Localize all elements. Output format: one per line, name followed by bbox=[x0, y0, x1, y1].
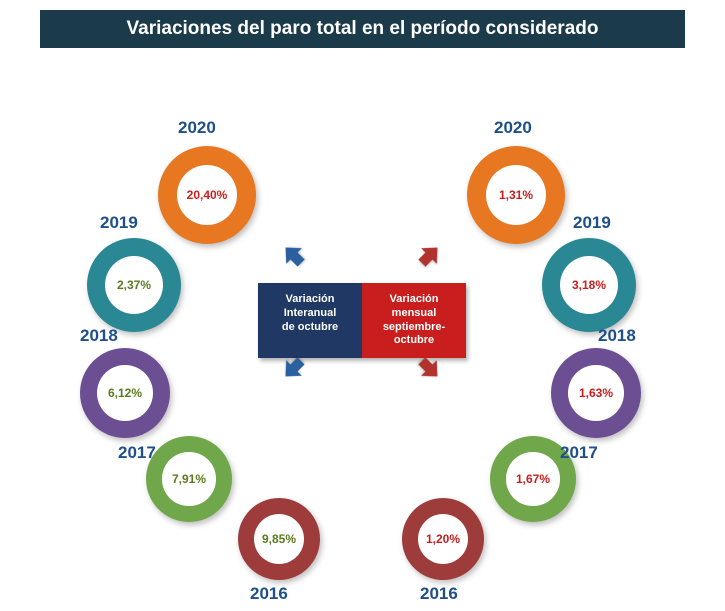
center-left: VariaciónInteranualde octubre bbox=[258, 283, 362, 358]
donut-r-2020: 1,31% bbox=[467, 146, 565, 244]
year-label-l-2020: 2020 bbox=[178, 118, 216, 138]
arrow-left-0 bbox=[278, 240, 311, 273]
donut-l-2018: 6,12% bbox=[80, 348, 170, 438]
year-label-l-2018: 2018 bbox=[80, 326, 118, 346]
donut-l-2017: 7,91% bbox=[146, 436, 232, 522]
donut-value-r-2016: 1,20% bbox=[418, 514, 469, 565]
year-label-r-2018: 2018 bbox=[598, 326, 636, 346]
year-label-l-2017: 2017 bbox=[118, 443, 156, 463]
title-text: Variaciones del paro total en el período… bbox=[127, 18, 599, 39]
donut-value-r-2018: 1,63% bbox=[568, 365, 624, 421]
center-box: VariaciónInteranualde octubreVariaciónme… bbox=[258, 283, 466, 358]
year-label-l-2016: 2016 bbox=[250, 584, 288, 604]
year-label-r-2020: 2020 bbox=[494, 118, 532, 138]
title-bar: Variaciones del paro total en el período… bbox=[40, 10, 685, 48]
year-label-r-2017: 2017 bbox=[560, 443, 598, 463]
donut-l-2016: 9,85% bbox=[238, 498, 320, 580]
donut-value-r-2017: 1,67% bbox=[506, 452, 559, 505]
year-label-l-2019: 2019 bbox=[100, 213, 138, 233]
donut-l-2019: 2,37% bbox=[87, 238, 181, 332]
chart-stage: 20,40% 2020 2,37% 2019 6,12% 2018 7,91% 2017 9,8… bbox=[0, 48, 725, 588]
donut-r-2016: 1,20% bbox=[402, 498, 484, 580]
donut-value-l-2017: 7,91% bbox=[162, 452, 215, 505]
donut-r-2018: 1,63% bbox=[551, 348, 641, 438]
donut-value-l-2020: 20,40% bbox=[177, 165, 238, 226]
donut-value-l-2016: 9,85% bbox=[254, 514, 305, 565]
donut-r-2019: 3,18% bbox=[542, 238, 636, 332]
center-right: Variaciónmensualseptiembre-octubre bbox=[362, 283, 466, 358]
arrow-right-2 bbox=[413, 240, 446, 273]
donut-value-l-2018: 6,12% bbox=[97, 365, 153, 421]
year-label-r-2016: 2016 bbox=[420, 584, 458, 604]
donut-value-l-2019: 2,37% bbox=[105, 256, 163, 314]
donut-value-r-2020: 1,31% bbox=[486, 165, 547, 226]
donut-value-r-2019: 3,18% bbox=[560, 256, 618, 314]
donut-l-2020: 20,40% bbox=[158, 146, 256, 244]
year-label-r-2019: 2019 bbox=[573, 213, 611, 233]
